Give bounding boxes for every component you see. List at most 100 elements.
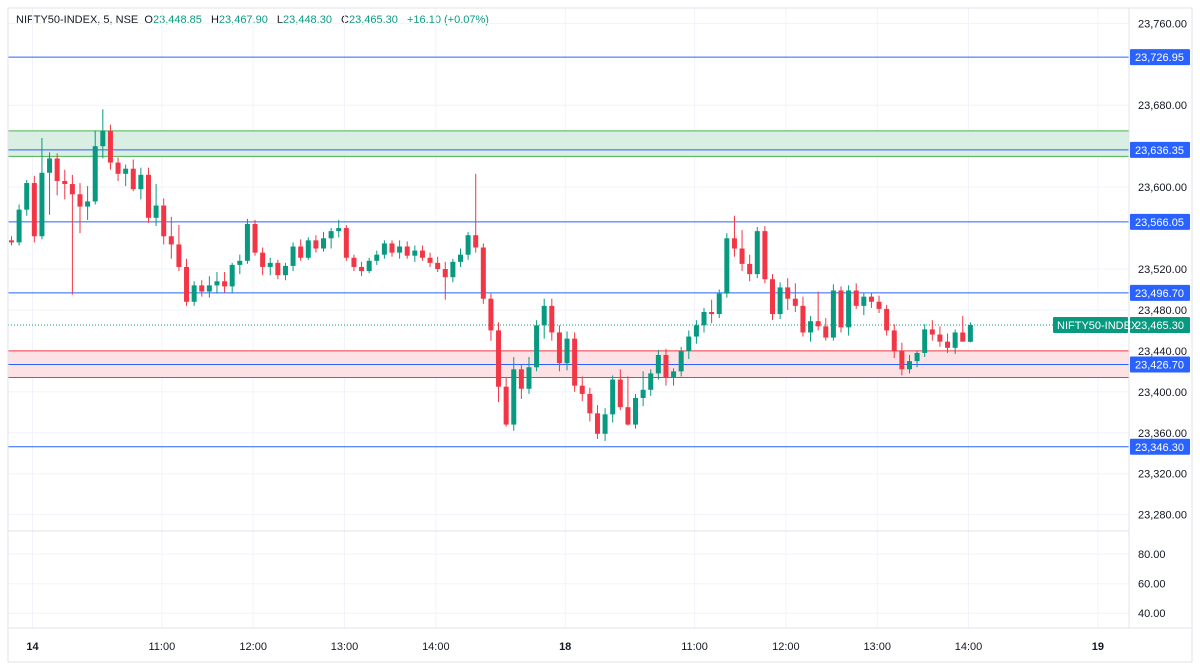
candle-body (16, 209, 22, 243)
candle-body (336, 228, 342, 232)
candle-body (929, 329, 935, 335)
candle-body (952, 332, 958, 348)
candle-body (473, 235, 479, 248)
candle-body (891, 330, 897, 351)
candle-body (298, 246, 304, 258)
candle-body (138, 174, 144, 190)
candle-body (275, 262, 281, 276)
candle-body (808, 321, 814, 333)
low-label: L (276, 14, 284, 26)
candle-body (564, 338, 570, 364)
hline-price-label-bg (1130, 438, 1190, 455)
candle-body (229, 264, 235, 287)
zone-price-label-bg (1130, 141, 1190, 158)
horizontal-lines (8, 56, 1129, 448)
candle-body (830, 290, 836, 338)
candle-body (130, 168, 136, 190)
candle-body (77, 194, 83, 207)
time-tick-label: 12:00 (772, 641, 800, 653)
candle-body (412, 250, 418, 256)
high-label: H (210, 14, 219, 26)
price-tick-label: 23,320.00 (1138, 469, 1187, 481)
candle-body (884, 308, 890, 331)
candle-body (648, 373, 654, 390)
candle-body (176, 244, 182, 267)
candle-body (534, 325, 540, 368)
candle-body (244, 223, 250, 261)
candle-body (161, 205, 167, 237)
candles (9, 109, 973, 441)
price-tick-label: 23,280.00 (1138, 510, 1187, 522)
candle-body (282, 265, 288, 276)
zone-price-label: 23,636.35 (1135, 145, 1184, 157)
candle-body (206, 285, 212, 292)
hline-price-label: 23,726.95 (1135, 52, 1184, 64)
candle-body (762, 231, 768, 280)
price-tick-label: 23,760.00 (1138, 18, 1187, 30)
candle-body (351, 257, 357, 267)
candle-body (815, 321, 821, 327)
candle-body (404, 246, 410, 256)
time-tick-label: 13:00 (331, 641, 359, 653)
price-tick-label: 23,600.00 (1138, 182, 1187, 194)
candle-body (526, 367, 532, 389)
candle-body (625, 407, 631, 425)
candle-body (54, 158, 60, 181)
candle-body (328, 231, 334, 239)
candle-body (640, 389, 646, 398)
candle-body (397, 246, 403, 253)
candle-body (960, 332, 966, 342)
candle-body (381, 243, 387, 255)
candle-body (770, 279, 775, 315)
candle-body (359, 266, 365, 272)
candle-body (199, 285, 205, 292)
hline-price-label-bg (1130, 284, 1190, 301)
candle-body (579, 385, 585, 394)
candle-body (305, 240, 311, 258)
candle-body (906, 361, 912, 370)
candle-body (69, 184, 75, 195)
candle-body (47, 158, 53, 173)
candle-body (823, 326, 829, 338)
symbol-tag: NIFTY50-INDEX (1057, 320, 1139, 332)
grid-lines (8, 8, 1129, 628)
candle-body (62, 180, 68, 185)
hline-price-label: 23,496.70 (1135, 288, 1184, 300)
candle-body (374, 254, 380, 261)
candle-body (747, 263, 753, 275)
candle-body (701, 311, 707, 326)
candle-body (450, 261, 456, 278)
last-price-label: 23,465.30 (1135, 320, 1184, 332)
candle-body (503, 386, 509, 425)
candle-body (511, 369, 517, 425)
candle-body (145, 174, 151, 218)
candle-body (671, 371, 677, 378)
price-tick-label: 23,440.00 (1138, 346, 1187, 358)
symbol-tag-bg (1053, 316, 1128, 333)
candle-body (442, 269, 448, 278)
open-label: O (144, 14, 153, 26)
candle-body (541, 305, 547, 326)
candle-body (617, 379, 623, 408)
price-tick-label: 23,360.00 (1138, 428, 1187, 440)
candle-body (549, 305, 555, 333)
candle-body (633, 397, 639, 425)
axes: 23,760.00 23,680.00 23,600.00 23,520.00 23,4… (7, 7, 1193, 663)
candle-body (594, 413, 600, 434)
candle-body (518, 369, 524, 389)
hline-price-label: 23,566.05 (1135, 217, 1184, 229)
candle-body (488, 298, 494, 331)
candle-body (313, 240, 319, 249)
candle-body (945, 341, 951, 348)
zone-rect (8, 130, 1129, 157)
time-tick-label: 14:00 (955, 641, 983, 653)
indicator-tick-label: 40.00 (1138, 608, 1166, 620)
candle-body (24, 183, 30, 210)
candle-body (85, 201, 91, 207)
candle-body (366, 260, 372, 272)
candle-body (693, 325, 699, 337)
time-tick-label: 11:00 (681, 641, 708, 653)
price-tick-label: 23,400.00 (1138, 387, 1187, 399)
candle-body (419, 250, 425, 258)
